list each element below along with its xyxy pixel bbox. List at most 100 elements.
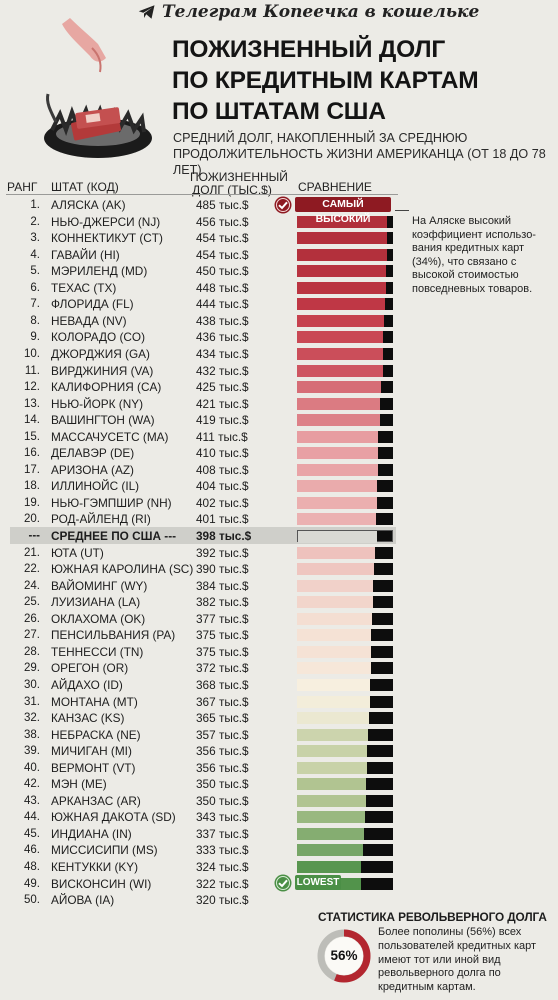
- header-comparison: Сравнение: [298, 180, 372, 194]
- debt-value: 372 тыс.$: [196, 661, 249, 676]
- debt-value: 377 тыс.$: [196, 611, 249, 626]
- state-row: 45. Индиана (IN) 337 тыс.$: [0, 826, 400, 843]
- debt-value: 357 тыс.$: [196, 727, 249, 742]
- bar-fill: [297, 381, 381, 394]
- bar-fill: [297, 463, 378, 476]
- debt-value: 368 тыс.$: [196, 677, 249, 692]
- debt-value: 432 тыс.$: [196, 363, 249, 378]
- state-name: Орегон (OR): [51, 661, 129, 676]
- debt-value: 375 тыс.$: [196, 628, 249, 643]
- debt-value: 367 тыс.$: [196, 694, 249, 709]
- comparison-bar: [297, 827, 393, 840]
- state-row: 3. Коннектикут (CT) 454 тыс.$: [0, 230, 400, 247]
- state-row: 14. Вашингтон (WA) 419 тыс.$: [0, 412, 400, 429]
- state-name: Невада (NV): [51, 313, 127, 328]
- state-name: Южная Каролина (SC): [51, 562, 194, 577]
- state-name: Среднее по США ---: [51, 529, 177, 543]
- state-name: Кентукки (KY): [51, 860, 139, 874]
- subtitle: Средний долг, накопленный за среднюю про…: [173, 131, 546, 177]
- state-row: 39. Мичиган (MI) 356 тыс.$: [0, 743, 400, 760]
- bar-fill: [297, 447, 378, 460]
- comparison-bar: [297, 364, 393, 377]
- debt-value: 421 тыс.$: [196, 396, 249, 411]
- rank: 40.: [24, 761, 40, 774]
- debt-value: 402 тыс.$: [196, 495, 249, 510]
- state-name: Индиана (IN): [51, 826, 132, 841]
- state-row: 40. Вермонт (VT) 356 тыс.$: [0, 760, 400, 777]
- comparison-bar: [297, 397, 393, 410]
- channel-name: Телеграм Копеечка в кошельке: [162, 2, 480, 22]
- comparison-bar: [297, 563, 393, 576]
- debt-value: 401 тыс.$: [196, 512, 249, 527]
- bar-fill: [297, 645, 371, 658]
- rank: 39.: [24, 745, 40, 758]
- state-row: 42. Мэн (ME) 350 тыс.$: [0, 776, 400, 793]
- check-icon: [274, 196, 292, 214]
- comparison-bar: [297, 381, 393, 394]
- check-icon: [274, 874, 292, 892]
- bar-fill: [297, 761, 367, 774]
- rank: 12.: [24, 381, 40, 394]
- average-row: --- Среднее по США --- 398 тыс.$: [0, 527, 400, 545]
- debt-value: 322 тыс.$: [196, 876, 249, 891]
- debt-value: 434 тыс.$: [196, 346, 249, 361]
- rank: 5.: [30, 265, 40, 278]
- state-name: Род-Айленд (RI): [51, 512, 151, 527]
- debt-value: 404 тыс.$: [196, 479, 249, 494]
- rank: 22.: [24, 563, 40, 576]
- comparison-bar: [297, 232, 393, 245]
- bar-fill: [297, 281, 386, 294]
- rank: 49.: [24, 877, 40, 890]
- debt-value: 337 тыс.$: [196, 826, 249, 841]
- rank: 42.: [24, 778, 40, 791]
- bar-fill: [297, 414, 380, 427]
- state-name: Южная Дакота (SD): [51, 810, 176, 825]
- header-rank: Ранг: [7, 180, 38, 194]
- bar-fill: [297, 662, 371, 675]
- bar-fill: [297, 347, 383, 360]
- state-row: 29. Орегон (OR) 372 тыс.$: [0, 660, 400, 677]
- comparison-bar: [297, 579, 393, 592]
- state-name: Делавэр (DE): [51, 446, 135, 461]
- state-name: Мэриленд (MD): [51, 264, 148, 279]
- comparison-bar: [297, 844, 393, 857]
- rank: 45.: [24, 827, 40, 840]
- rank: 10.: [24, 347, 40, 360]
- header-debt-line1: Пожизненный: [190, 170, 288, 184]
- state-row: 50. Айова (IA) 320 тыс.$: [0, 892, 400, 909]
- comparison-bar: [297, 861, 393, 873]
- state-name: Луизиана (LA): [51, 595, 141, 610]
- debt-value: 456 тыс.$: [196, 214, 249, 229]
- rank: 27.: [24, 629, 40, 642]
- comparison-bar: [297, 447, 393, 460]
- rank: 48.: [24, 861, 40, 873]
- state-name: Колорадо (CO): [51, 330, 146, 345]
- comparison-bar: [297, 347, 393, 360]
- bar-fill: [297, 265, 386, 278]
- state-row: 30. Айдахо (ID) 368 тыс.$: [0, 677, 400, 694]
- rank: 38.: [24, 728, 40, 741]
- state-row: 19. Нью-Гэмпшир (NH) 402 тыс.$: [0, 495, 400, 512]
- bar-fill: [297, 579, 373, 592]
- state-row: 13. Нью-Йорк (NY) 421 тыс.$: [0, 396, 400, 413]
- state-row: 1. Аляска (AK) 485 тыс.$: [0, 197, 400, 214]
- debt-value: 419 тыс.$: [196, 413, 249, 428]
- rank: 20.: [24, 513, 40, 526]
- state-name: Вермонт (VT): [51, 760, 136, 775]
- state-name: Коннектикут (CT): [51, 231, 163, 246]
- debt-value: 448 тыс.$: [196, 280, 249, 295]
- debt-value: 350 тыс.$: [196, 793, 249, 808]
- state-row: 16. Делавэр (DE) 410 тыс.$: [0, 445, 400, 462]
- state-name: Массачусетс (MA): [51, 429, 169, 444]
- rank: 26.: [24, 612, 40, 625]
- state-name: Нью-Йорк (NY): [51, 396, 144, 411]
- note-connector: [395, 210, 409, 211]
- donut-percent: 56%: [330, 948, 358, 963]
- bar-fill: [297, 778, 366, 791]
- debt-value: 356 тыс.$: [196, 744, 249, 759]
- debt-value: 324 тыс.$: [196, 860, 249, 874]
- comparison-bar: [297, 678, 393, 691]
- bar-fill: [297, 629, 371, 642]
- rank: 2.: [30, 215, 40, 228]
- debt-value: 411 тыс.$: [196, 429, 248, 444]
